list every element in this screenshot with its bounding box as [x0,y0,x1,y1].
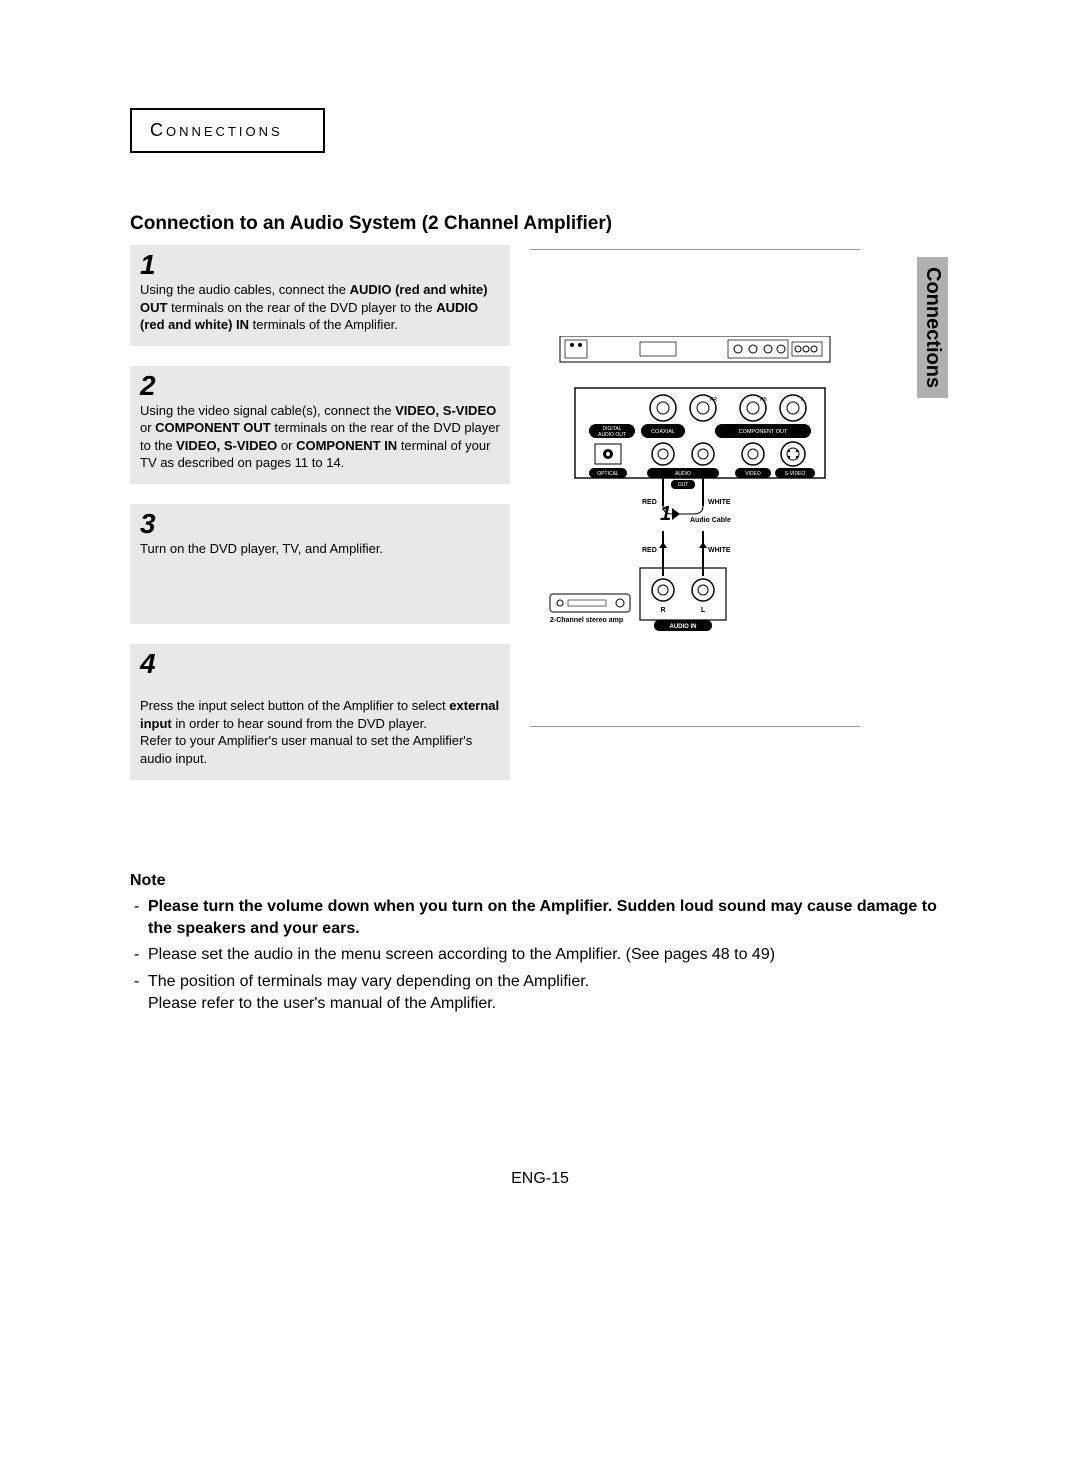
side-tab: Connections [917,257,948,398]
step-text: terminals on the rear of the DVD player … [167,300,436,315]
step-text: or [277,438,296,453]
step-text: in order to hear sound from the DVD play… [140,716,472,766]
svg-text:PR: PR [710,397,717,403]
label-amp: 2-Channel stereo amp [550,617,623,624]
step-text: or [140,420,155,435]
note-text: Please set the audio in the menu screen … [148,946,775,963]
step-marker-icon: 1 [660,503,671,525]
step-number: 3 [140,510,500,538]
label-audio-cable: Audio Cable [690,517,731,524]
page-number: ENG-15 [0,1170,1080,1188]
label-video: VIDEO [745,471,761,477]
step-bold: VIDEO, S-VIDEO [176,438,277,453]
note-item: Please set the audio in the menu screen … [130,944,950,966]
label-audio: AUDIO [675,471,691,477]
step-number: 2 [140,372,500,400]
svg-text:PB: PB [760,397,767,403]
step-body: Using the audio cables, connect the AUDI… [140,281,500,334]
step-body: Turn on the DVD player, TV, and Amplifie… [140,540,500,558]
label-red: RED [642,499,657,506]
chapter-box: Connections [130,108,325,153]
label-out: OUT [678,482,689,488]
note-heading: Note [130,872,950,890]
label-r: R [660,607,665,614]
svg-text:AUDIO OUT: AUDIO OUT [598,432,626,438]
label-coaxial: COAXIAL [651,429,675,435]
step-1: 1 Using the audio cables, connect the AU… [130,245,510,346]
step-text: Turn on the DVD player, TV, and Amplifie… [140,541,383,556]
step-body: Using the video signal cable(s), connect… [140,402,500,472]
diagram-column: PR PB Y DIGITAL AUDIO OUT COAXIAL COMPON… [530,245,860,792]
step-text: Using the audio cables, connect the [140,282,350,297]
note-section: Note Please turn the volume down when yo… [130,872,950,1016]
note-item: The position of terminals may vary depen… [130,971,950,1016]
note-text: The position of terminals may vary depen… [148,973,589,1012]
step-number: 4 [140,650,500,678]
note-item: Please turn the volume down when you tur… [130,896,950,941]
step-number: 1 [140,251,500,279]
label-white-2: WHITE [708,547,731,554]
label-component-out: COMPONENT OUT [739,429,788,435]
step-text: Using the video signal cable(s), connect… [140,403,395,418]
connection-diagram: PR PB Y DIGITAL AUDIO OUT COAXIAL COMPON… [530,336,860,636]
label-svideo: S-VIDEO [785,471,806,477]
step-3: 3 Turn on the DVD player, TV, and Amplif… [130,504,510,624]
label-white: WHITE [708,499,731,506]
step-4: 4 Press the input select button of the A… [130,644,510,780]
section-title: Connection to an Audio System (2 Channel… [130,213,950,235]
step-text: Press the input select button of the Amp… [140,698,449,713]
divider [530,249,860,250]
note-list: Please turn the volume down when you tur… [130,896,950,1016]
steps-column: 1 Using the audio cables, connect the AU… [130,245,510,792]
divider [530,726,860,727]
step-2: 2 Using the video signal cable(s), conne… [130,366,510,484]
step-bold: COMPONENT OUT [155,420,271,435]
note-bold: Please turn the volume down when you tur… [148,898,937,937]
step-bold: COMPONENT IN [296,438,397,453]
step-text: terminals of the Amplifier. [249,317,398,332]
step-bold: VIDEO, S-VIDEO [395,403,496,418]
chapter-label: Connections [150,120,283,140]
step-body: Press the input select button of the Amp… [140,680,500,768]
label-l: L [701,607,706,614]
label-optical: OPTICAL [597,471,619,477]
label-red-2: RED [642,547,657,554]
label-audio-in: AUDIO IN [670,624,697,630]
side-tab-label: Connections [921,267,944,388]
